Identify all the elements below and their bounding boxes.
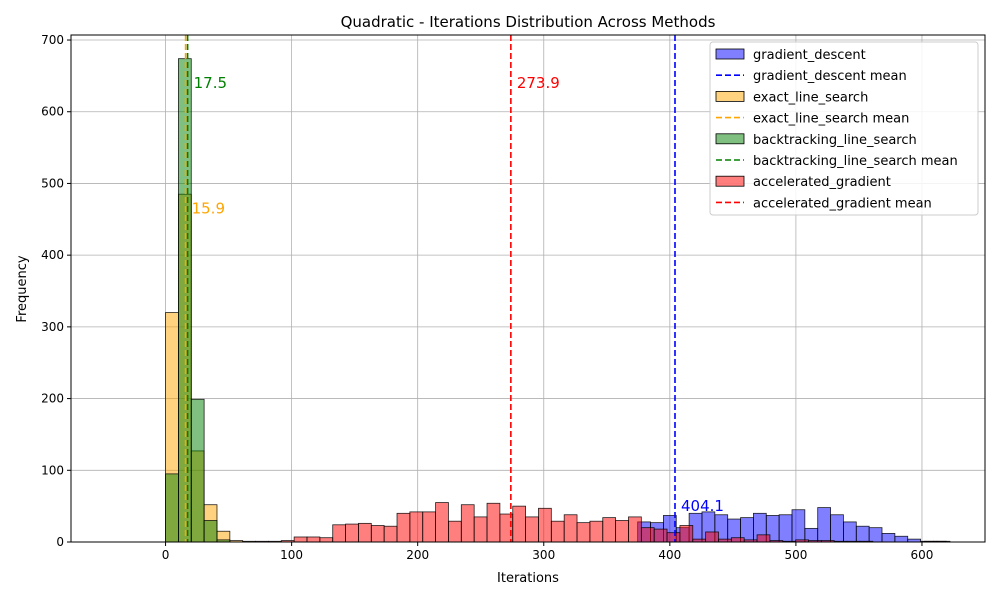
bar-accelerated_gradient <box>448 520 462 543</box>
bar-accelerated_gradient <box>306 536 321 543</box>
bar-accelerated_gradient <box>756 534 771 543</box>
legend-box <box>709 41 979 216</box>
bar-gradient_descent <box>817 507 831 543</box>
bar-gradient_descent <box>855 525 870 543</box>
bar-accelerated_gradient <box>563 514 578 543</box>
x-tick-label: 300 <box>532 548 555 562</box>
y-tick-label: 400 <box>41 248 64 262</box>
bar-accelerated_gradient <box>383 525 398 543</box>
bar-accelerated_gradient <box>679 525 694 543</box>
bar-backtracking_line_search <box>190 398 205 543</box>
legend-swatch-gradient_descent <box>715 48 745 60</box>
bar-accelerated_gradient <box>538 507 552 543</box>
bar-accelerated_gradient <box>576 522 591 543</box>
y-tick-label: 100 <box>41 463 64 477</box>
y-tick-label: 0 <box>56 535 64 549</box>
mean-lines: 404.1 15.9 17.5 273.9 <box>184 35 724 542</box>
bar-accelerated_gradient <box>293 536 308 543</box>
mean-label-gradient_descent: 404.1 <box>681 497 724 515</box>
bar-gradient_descent <box>868 527 883 543</box>
bar-accelerated_gradient <box>499 513 514 543</box>
chart-title: Quadratic - Iterations Distribution Acro… <box>341 13 716 31</box>
bar-accelerated_gradient <box>525 516 539 543</box>
y-tick-label: 300 <box>41 320 64 334</box>
bar-accelerated_gradient <box>640 527 655 543</box>
bar-accelerated_gradient <box>705 531 719 543</box>
bar-accelerated_gradient <box>589 520 604 543</box>
legend-swatch-backtracking_line_search <box>715 133 745 145</box>
bar-accelerated_gradient <box>550 520 565 543</box>
legend-label: backtracking_line_search mean <box>753 154 958 169</box>
legend-swatch-exact_line_search <box>715 91 745 102</box>
legend-swatch-accelerated_gradient <box>715 175 745 187</box>
bar-accelerated_gradient <box>486 502 501 543</box>
y-axis-label: Frequency <box>15 255 30 322</box>
mean-label-accelerated_gradient: 273.9 <box>517 74 560 92</box>
bar-accelerated_gradient <box>473 516 488 543</box>
bar-accelerated_gradient <box>345 523 359 543</box>
x-tick-label: 0 <box>162 548 170 562</box>
legend-label: accelerated_gradient <box>753 175 891 190</box>
x-tick-label: 500 <box>784 548 807 562</box>
legend-label: gradient_descent mean <box>753 69 907 84</box>
bar-gradient_descent <box>843 521 857 543</box>
legend-label: exact_line_search <box>753 90 868 105</box>
bar-gradient_descent <box>830 514 844 543</box>
bar-accelerated_gradient <box>628 516 642 543</box>
x-tick-label: 200 <box>406 548 429 562</box>
bar-accelerated_gradient <box>370 525 385 543</box>
legend-label: gradient_descent <box>753 48 866 63</box>
bar-backtracking_line_search <box>165 473 179 543</box>
bar-accelerated_gradient <box>602 517 617 543</box>
bar-accelerated_gradient <box>422 511 436 543</box>
legend-label: backtracking_line_search <box>753 133 917 148</box>
x-tick-label: 600 <box>911 548 934 562</box>
legend-label: accelerated_gradient mean <box>753 196 932 211</box>
bar-accelerated_gradient <box>615 520 629 543</box>
y-tick-label: 500 <box>41 176 64 190</box>
bar-gradient_descent <box>881 532 896 543</box>
mean-label-exact_line_search: 15.9 <box>192 200 225 218</box>
bar-accelerated_gradient <box>435 502 449 543</box>
y-tick-label: 600 <box>41 105 64 119</box>
bar-accelerated_gradient <box>396 512 411 543</box>
x-axis-ticks: 0 100 200 300 400 500 600 <box>162 542 934 562</box>
x-tick-label: 100 <box>280 548 303 562</box>
y-tick-label: 200 <box>41 392 64 406</box>
bar-accelerated_gradient <box>666 532 681 543</box>
bar-accelerated_gradient <box>319 537 334 543</box>
bar-accelerated_gradient <box>332 524 346 543</box>
mean-label-backtracking_line_search: 17.5 <box>194 74 227 92</box>
y-tick-label: 700 <box>41 33 64 47</box>
bar-accelerated_gradient <box>653 528 668 543</box>
x-axis-label: Iterations <box>497 571 559 586</box>
bar-accelerated_gradient <box>409 511 424 543</box>
bar-accelerated_gradient <box>460 504 475 543</box>
legend-label: exact_line_search mean <box>753 112 909 127</box>
bar-backtracking_line_search <box>203 520 218 543</box>
bar-accelerated_gradient <box>358 522 372 543</box>
y-axis-ticks: 0 100 200 300 400 500 600 700 <box>41 33 71 549</box>
legend: gradient_descent gradient_descent mean exa… <box>709 41 979 216</box>
bar-accelerated_gradient <box>512 505 527 543</box>
bar-gradient_descent <box>778 514 793 543</box>
bar-gradient_descent <box>894 535 909 543</box>
bar-gradient_descent <box>791 509 806 543</box>
bar-accelerated_gradient <box>730 537 745 543</box>
x-tick-label: 400 <box>658 548 681 562</box>
plot-frame <box>70 34 986 543</box>
